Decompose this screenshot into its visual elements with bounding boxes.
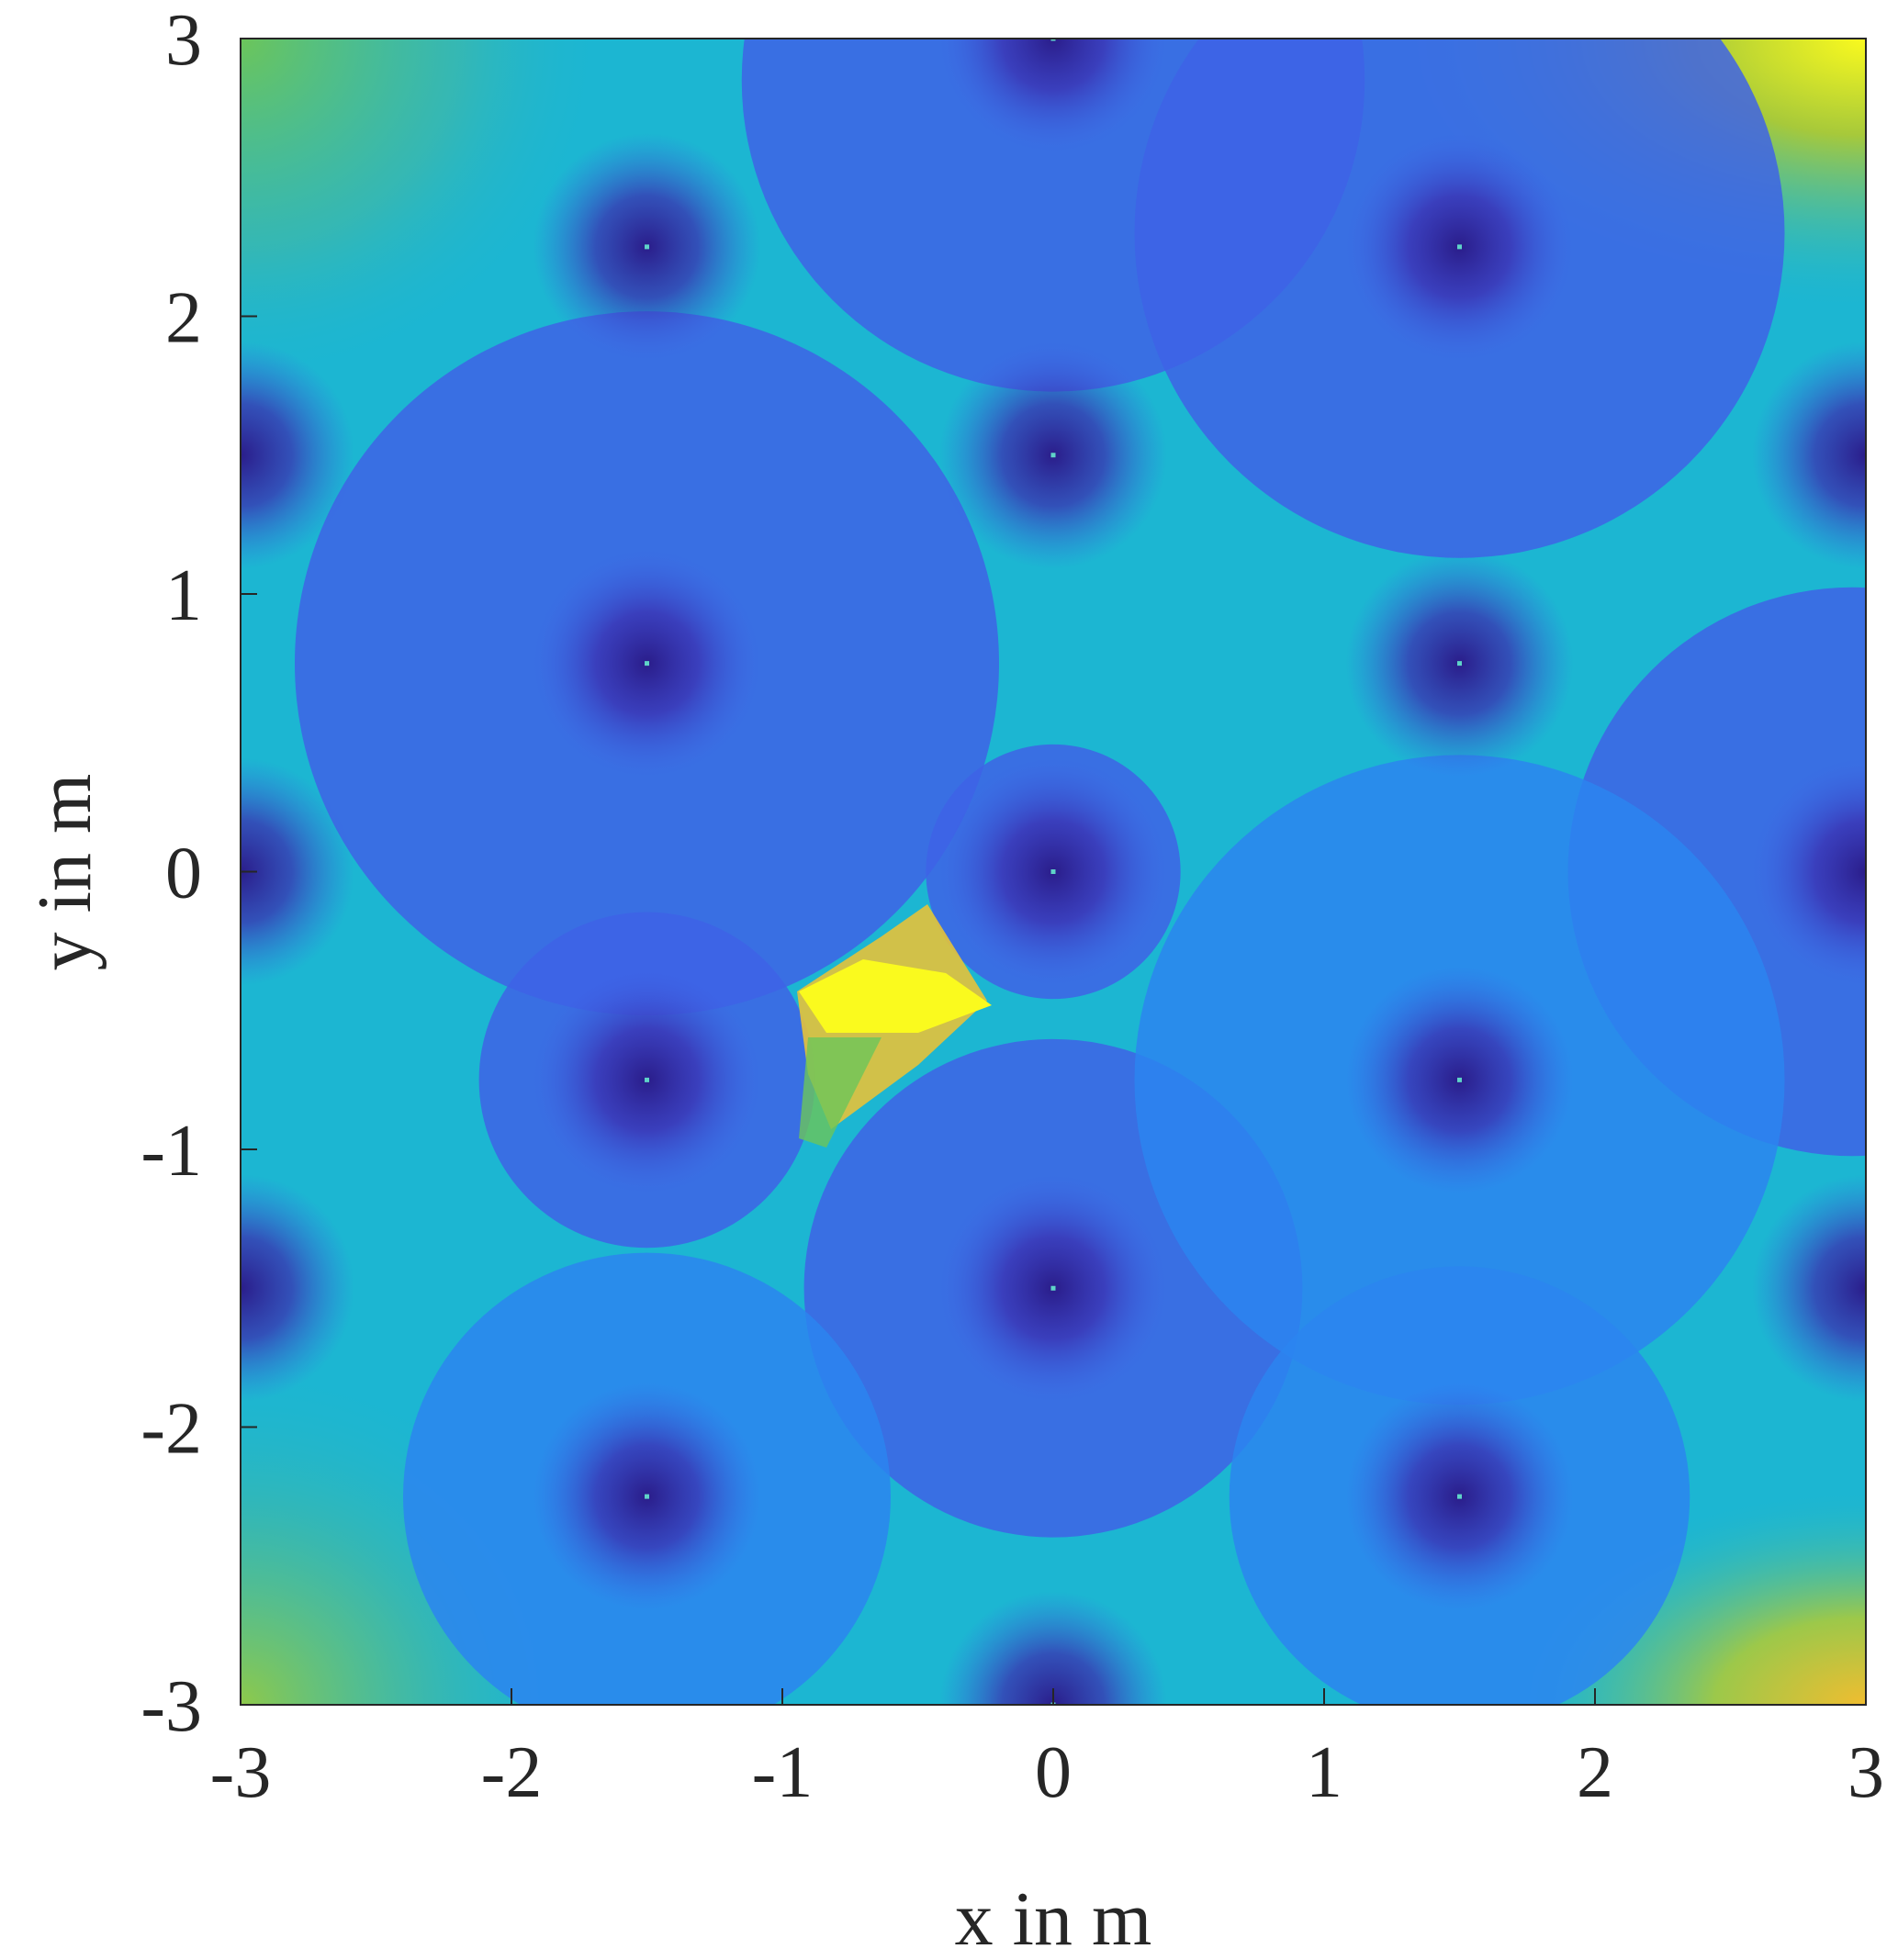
x-tick-label: 2 [1577,1732,1613,1813]
source-point-5 [1050,869,1056,874]
y-axis-label: y in m [22,774,107,971]
x-axis-ticks: -3 -2 -1 0 1 2 3 [210,1688,1884,1813]
y-tick-label: 3 [165,0,202,81]
y-axis-ticks: -3 -2 -1 0 1 2 3 [140,0,257,1747]
source-point-10 [1457,1494,1462,1499]
source-point-1 [1457,244,1462,250]
y-tick-label: 2 [165,278,202,359]
hotspot-layer [797,904,992,1148]
intensity-well-17 [241,1174,354,1403]
y-tick-label: -2 [140,1389,202,1470]
central-hotspot-core [799,959,992,1033]
intensity-well-13 [241,341,354,569]
source-point-8 [1050,1285,1056,1291]
source-point-11 [1050,39,1056,41]
y-tick-label: -3 [140,1666,202,1747]
intensity-well-12 [939,1591,1167,1705]
x-tick-label: 3 [1847,1732,1884,1813]
intensity-well-14 [1752,341,1866,569]
source-point-6 [645,1077,649,1082]
x-tick-label: 1 [1306,1732,1342,1813]
source-markers [645,39,1462,1705]
y-tick-label: 0 [165,834,202,914]
x-tick-label: 0 [1035,1732,1072,1813]
plot-area [241,39,1866,1705]
source-point-9 [645,1494,649,1499]
x-tick-label: -1 [752,1732,814,1813]
x-tick-label: -3 [210,1732,272,1813]
intensity-well-15 [241,757,354,986]
x-axis-label: x in m [955,1876,1152,1960]
intensity-well-18 [1752,1174,1866,1403]
intensity-well-16 [1752,757,1866,986]
source-point-0 [645,244,649,250]
x-tick-label: -2 [481,1732,543,1813]
central-hotspot-fringe [799,1037,882,1148]
y-tick-label: 1 [165,555,202,636]
source-point-4 [1457,661,1462,666]
y-tick-label: -1 [140,1111,202,1192]
source-point-3 [645,661,649,666]
source-point-2 [1050,453,1056,458]
intensity-well-11 [939,39,1167,152]
source-point-7 [1457,1077,1462,1082]
